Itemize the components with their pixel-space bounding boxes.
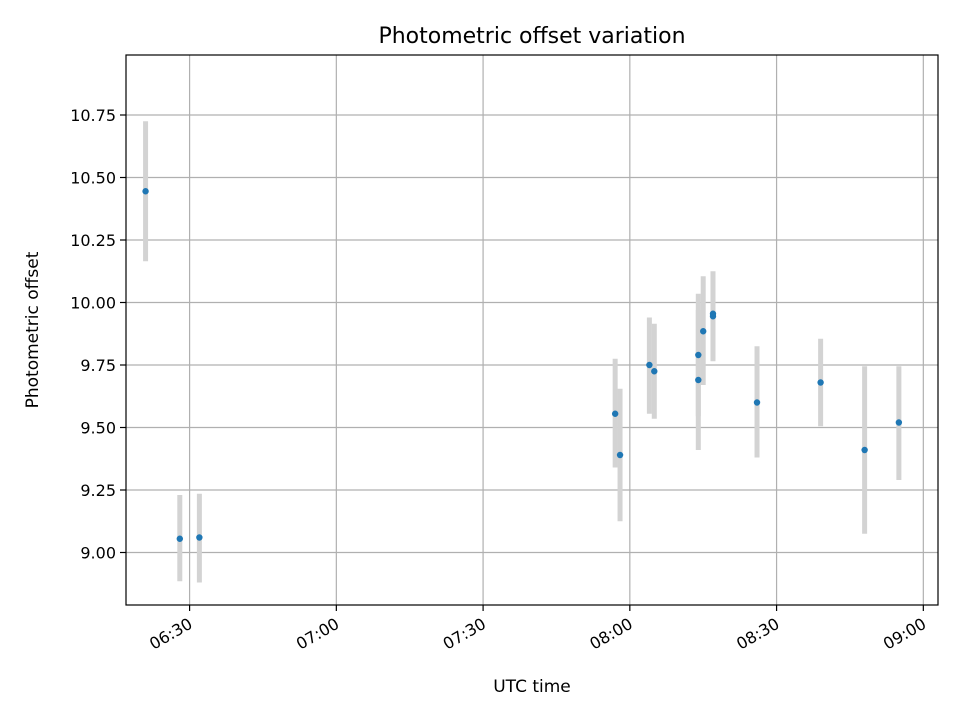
data-point [616, 451, 624, 459]
y-tick-label: 9.25 [80, 481, 116, 500]
chart-title: Photometric offset variation [378, 24, 685, 49]
data-point [709, 313, 717, 320]
y-tick-label: 9.00 [80, 544, 116, 563]
data-points [142, 188, 903, 542]
data-point [817, 379, 824, 386]
y-tick-label: 10.25 [70, 231, 116, 250]
data-point [700, 328, 707, 335]
data-point [176, 535, 184, 542]
data-point [651, 368, 658, 375]
y-tick-label: 9.50 [80, 419, 116, 438]
data-point [695, 351, 702, 359]
data-point [611, 410, 619, 417]
y-axis: 9.00 9.25 9.50 9.75 10.00 10.25 10.50 10.75 [70, 106, 126, 563]
y-tick-label: 10.00 [70, 294, 116, 313]
data-point [196, 534, 203, 541]
data-point [861, 446, 868, 454]
y-axis-label: Photometric offset [23, 251, 43, 408]
data-point [695, 376, 702, 384]
data-point [646, 361, 653, 369]
x-axis-label: UTC time [493, 677, 571, 697]
y-tick-label: 10.75 [70, 106, 116, 125]
data-point [895, 419, 903, 426]
plot-frame [125, 54, 939, 606]
y-tick-label: 9.75 [80, 356, 116, 375]
grid [126, 55, 938, 605]
y-tick-label: 10.50 [70, 169, 116, 188]
data-point [142, 188, 149, 195]
data-point [753, 399, 761, 406]
